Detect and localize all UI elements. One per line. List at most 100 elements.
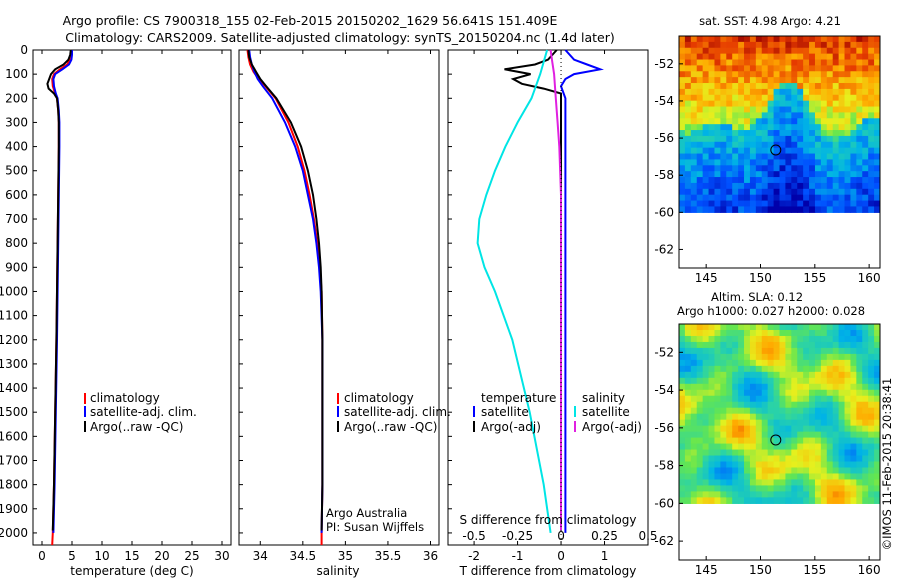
- map-cell: [749, 147, 757, 155]
- map-cell: [738, 206, 745, 213]
- map-cell: [696, 59, 704, 66]
- map-cell: [826, 479, 834, 487]
- map-cell: [809, 347, 816, 355]
- map-cell: [809, 77, 816, 84]
- map-cell: [832, 371, 840, 379]
- map-cell: [826, 41, 834, 49]
- map-cell: [850, 473, 857, 481]
- map-cell: [785, 473, 792, 481]
- map-cell: [767, 200, 775, 208]
- map-cell: [856, 383, 863, 391]
- map-cell: [755, 341, 763, 349]
- map-cell: [714, 135, 721, 143]
- map-cell: [832, 347, 840, 355]
- map-cell: [850, 159, 857, 166]
- map-cell: [708, 377, 716, 385]
- map-cell: [744, 347, 751, 355]
- map-cell: [820, 371, 828, 379]
- map-cell: [850, 377, 857, 385]
- map-cell: [862, 467, 869, 475]
- map-cell: [809, 165, 816, 172]
- map-cell: [738, 188, 745, 196]
- map-cell: [761, 407, 769, 415]
- map-cell: [761, 413, 769, 421]
- map-cell: [679, 365, 686, 373]
- map-cell: [832, 467, 840, 475]
- map-cell: [738, 371, 745, 379]
- map-cell: [826, 383, 834, 391]
- map-cell: [773, 473, 781, 481]
- map-cell: [732, 335, 739, 343]
- map-cell: [868, 47, 875, 55]
- map-cell: [868, 425, 875, 433]
- map-cell: [690, 329, 698, 337]
- map-cell: [749, 353, 757, 361]
- map-cell: [773, 130, 781, 137]
- map-cell: [749, 171, 757, 178]
- map-cell: [868, 497, 875, 504]
- map-cell: [785, 401, 792, 409]
- map-cell: [720, 443, 727, 451]
- map-cell: [832, 455, 840, 463]
- map-cell: [726, 100, 733, 108]
- map-cell: [702, 124, 710, 131]
- map-cell: [690, 59, 698, 66]
- map-cell: [838, 182, 846, 190]
- depth-tick-label: 700: [5, 212, 28, 226]
- map-cell: [785, 347, 792, 355]
- map-cell: [850, 324, 857, 331]
- map-cell: [690, 383, 698, 391]
- map-cell: [761, 341, 769, 349]
- map-cell: [726, 118, 733, 125]
- map-cell: [732, 395, 739, 403]
- map-cell: [850, 395, 857, 403]
- s-difference-xlabel: S difference from climatology: [460, 513, 637, 527]
- map-cell: [726, 395, 733, 403]
- map-cell: [744, 147, 751, 155]
- map-cell: [820, 59, 828, 66]
- depth-tick-label: 1600: [0, 429, 28, 443]
- map-cell: [820, 413, 828, 421]
- map-cell: [684, 473, 692, 481]
- map-cell: [785, 455, 792, 463]
- map-cell: [749, 371, 757, 379]
- map-cell: [714, 353, 721, 361]
- map-cell: [738, 118, 745, 125]
- map-cell: [767, 455, 775, 463]
- map-cell: [726, 153, 733, 161]
- salinity-legend: climatology satellite-adj. clim. Argo(..…: [337, 391, 451, 434]
- map-cell: [832, 41, 840, 49]
- map-cell: [679, 425, 686, 433]
- map-cell: [862, 335, 869, 343]
- map-cell: [862, 479, 869, 487]
- map-cell: [720, 413, 727, 421]
- map-cell: [732, 365, 739, 373]
- map-cell: [696, 353, 704, 361]
- map-cell: [744, 88, 751, 96]
- map-cell: [838, 383, 846, 391]
- map-cell: [690, 419, 698, 427]
- map-cell: [732, 401, 739, 409]
- map-cell: [702, 141, 710, 149]
- map-cell: [874, 383, 880, 391]
- annotation-pi: PI: Susan Wijffels: [326, 520, 424, 534]
- map-cell: [850, 353, 857, 361]
- map-cell: [814, 194, 822, 202]
- map-cell: [856, 413, 863, 421]
- map-cell: [862, 94, 869, 102]
- map-cell: [749, 347, 757, 355]
- map-cell: [838, 83, 846, 90]
- map-cell: [684, 100, 692, 108]
- map-cell: [809, 485, 816, 492]
- map-cell: [832, 135, 840, 143]
- map-cell: [862, 401, 869, 409]
- map-cell: [702, 41, 710, 49]
- map-cell: [690, 177, 698, 184]
- map-cell: [708, 135, 716, 143]
- map-cell: [720, 455, 727, 463]
- map-cell: [738, 383, 745, 391]
- map-cell: [696, 467, 704, 475]
- map-cell: [791, 171, 798, 178]
- map-cell: [844, 449, 852, 457]
- map-cell: [785, 41, 792, 49]
